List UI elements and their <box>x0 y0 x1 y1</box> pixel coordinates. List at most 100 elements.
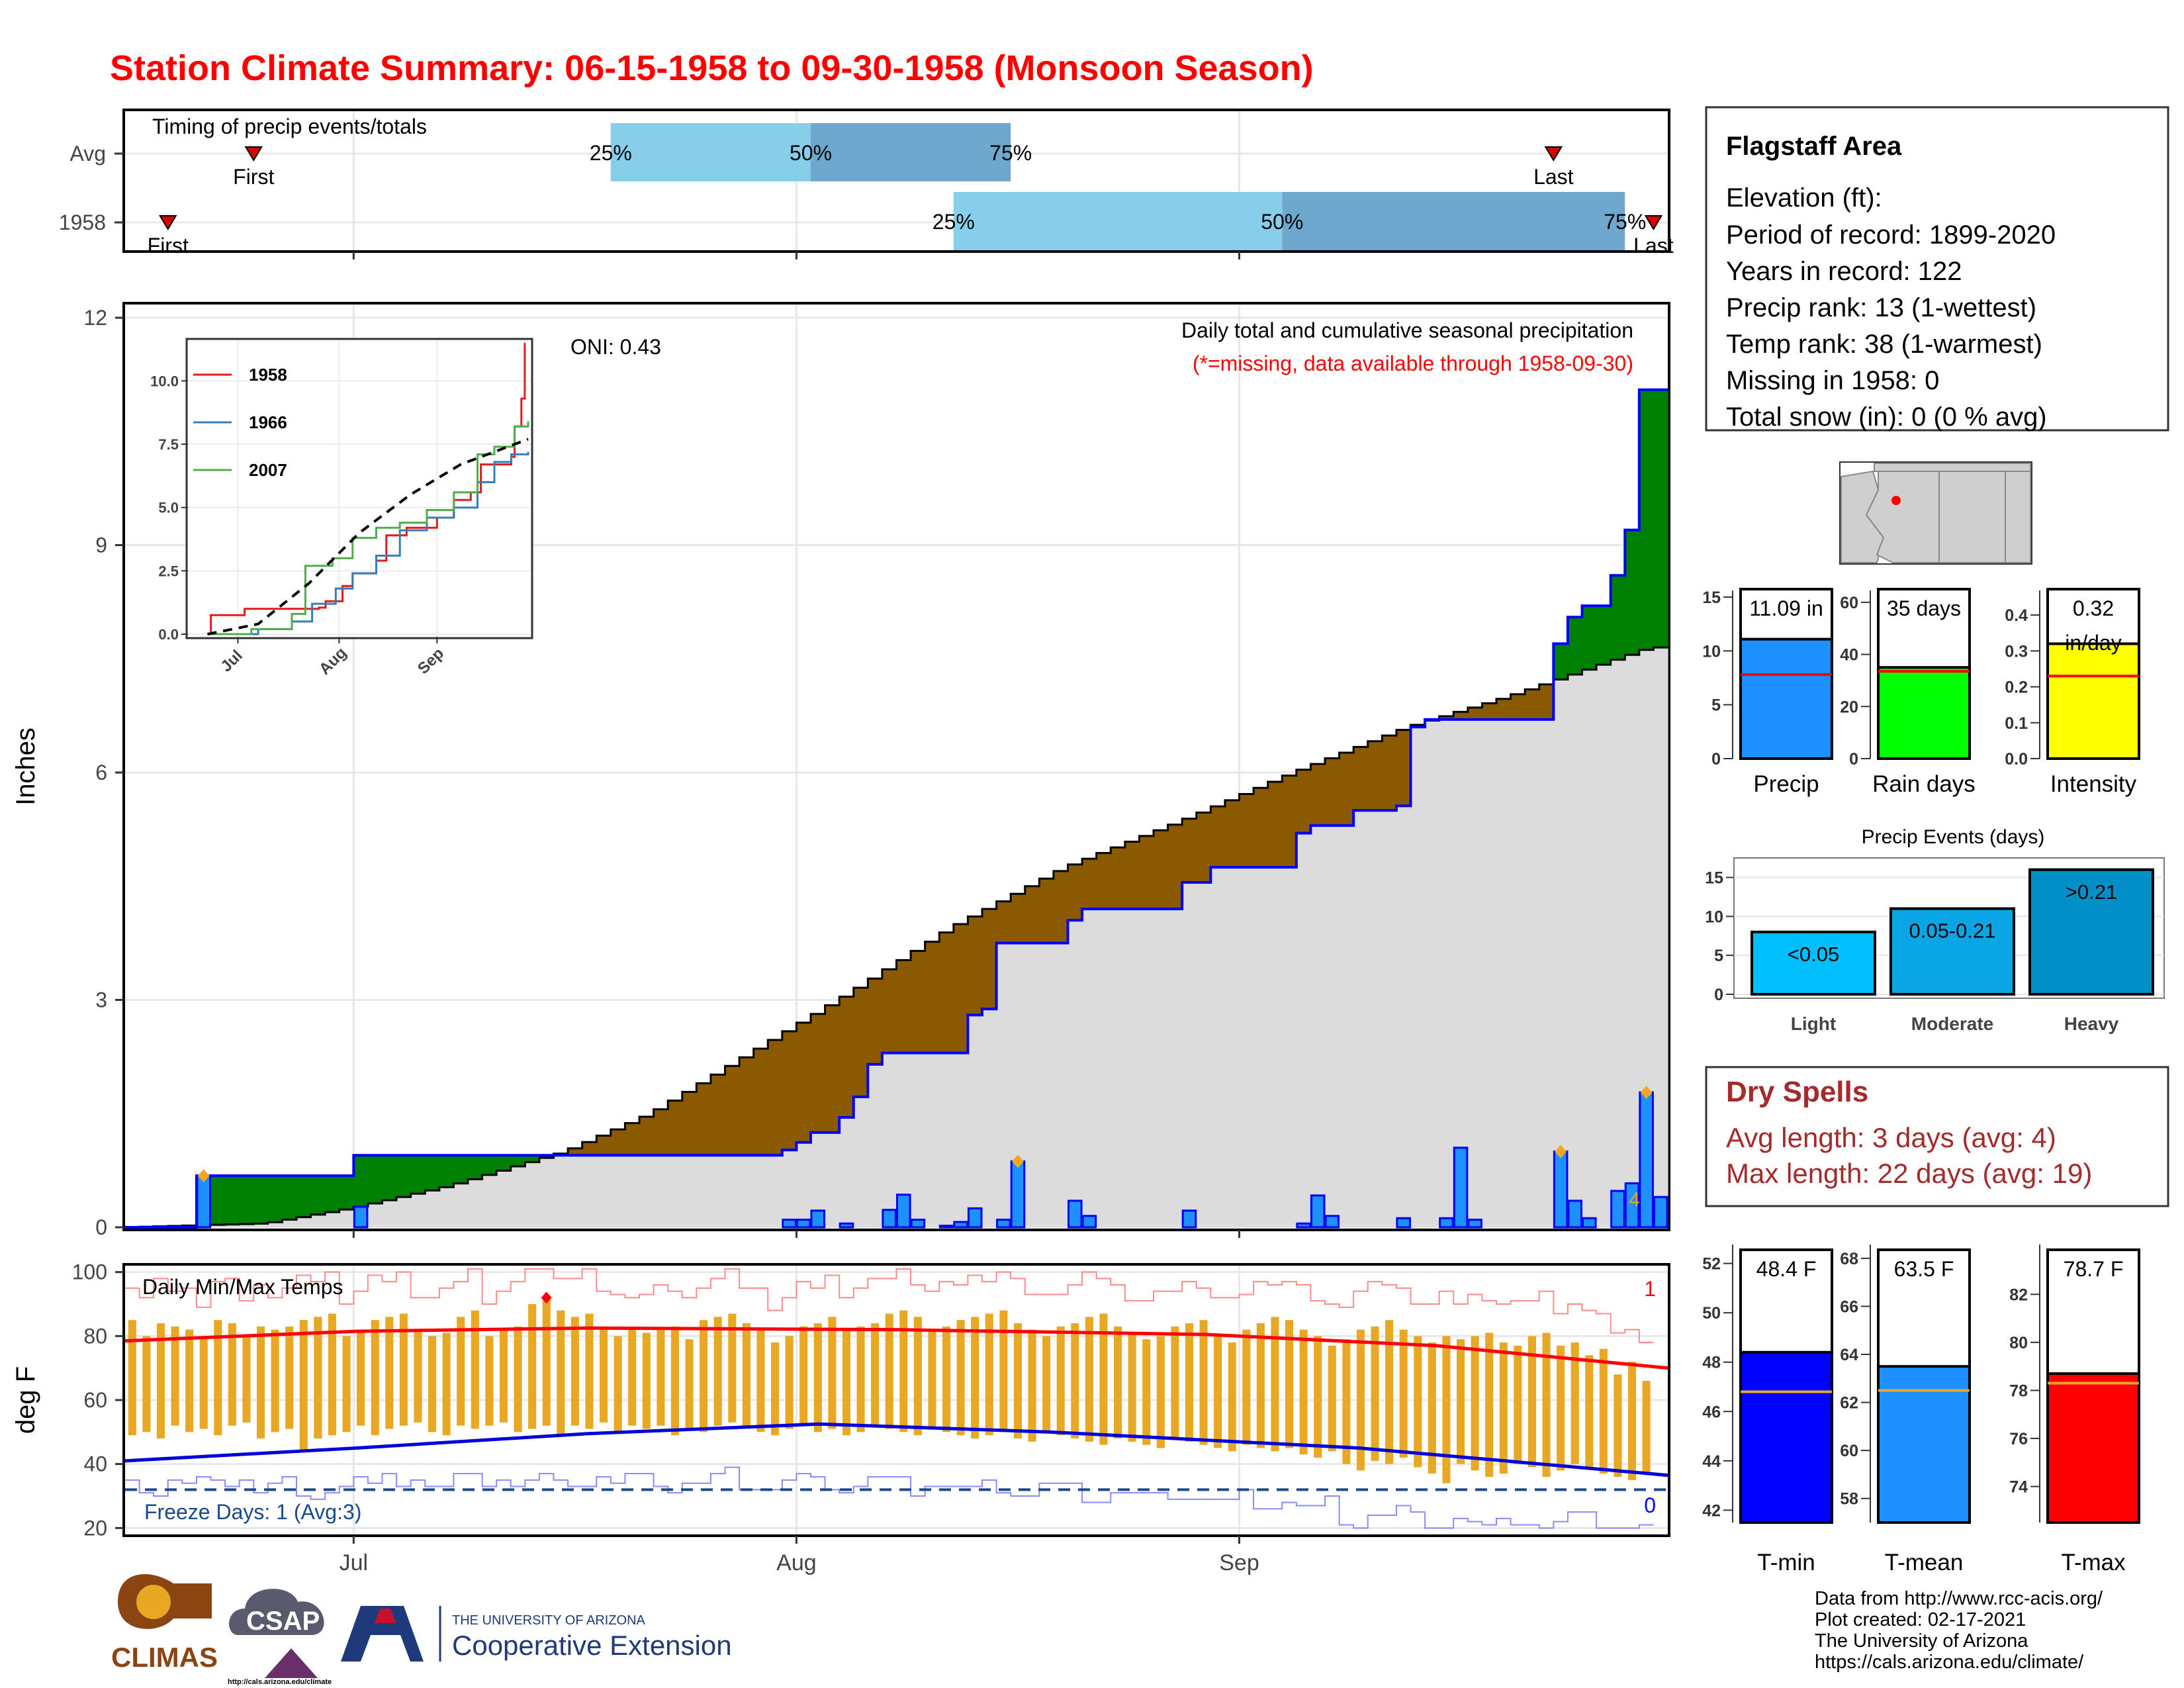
surplus-fill <box>425 1155 440 1191</box>
daily-precip-bar-20 <box>1396 1217 1412 1229</box>
page-title: Station Climate Summary: 06-15-1958 to 0… <box>110 48 1314 88</box>
temp-range-bar-61 <box>999 1310 1008 1432</box>
temp-y-tick-label-2: 60 <box>83 1388 107 1412</box>
surplus-fill <box>367 1155 383 1204</box>
temp-avg-y-tick-label-1-5: 68 <box>1840 1250 1858 1268</box>
daily-precip-bar-0 <box>196 1174 211 1229</box>
temp-range-bar-56 <box>928 1329 936 1429</box>
temp-range-bar-97 <box>1514 1345 1522 1464</box>
cumulative-normal-fill <box>768 1155 783 1227</box>
events-bar-1 <box>1889 907 2015 996</box>
precip-y-tick-label-1: 3 <box>95 988 107 1012</box>
totals-bar-2 <box>2046 642 2140 760</box>
temp-range-bar-101 <box>1570 1342 1579 1464</box>
cumulative-normal-fill <box>253 1223 269 1227</box>
info-precip-rank: Precip rank: 13 (1-wettest) <box>1726 293 2036 322</box>
cumulative-normal-fill <box>1024 943 1040 1227</box>
deficit-fill <box>682 1092 697 1156</box>
deficit-fill <box>582 1142 597 1156</box>
temp-range-bar-74 <box>1185 1323 1194 1442</box>
temp-range-bar-40 <box>700 1320 708 1432</box>
cumulative-normal-fill <box>525 1162 540 1227</box>
totals-bar-0 <box>1739 637 1833 760</box>
deficit-fill <box>1068 864 1083 921</box>
deficit-fill <box>925 941 940 1053</box>
date-axis-label-0: Jul <box>340 1550 368 1575</box>
cumulative-normal-fill <box>596 1155 612 1227</box>
temp-range-bar-68 <box>1099 1313 1108 1445</box>
temp-range-bar-52 <box>871 1323 880 1426</box>
temp-range-bar-45 <box>770 1342 780 1436</box>
timing-row-name-1: 1958 <box>59 211 106 234</box>
cumulative-normal-fill <box>1111 909 1126 1227</box>
oni-value: ONI: 0.43 <box>570 335 661 359</box>
temp-range-bar-83 <box>1314 1336 1322 1458</box>
temp-range-bar-81 <box>1285 1320 1294 1448</box>
cumulative-normal-fill <box>310 1214 326 1227</box>
deficit-fill <box>1396 729 1412 806</box>
daily-precip-bar-9 <box>938 1225 954 1229</box>
temp-range-bar-44 <box>756 1329 765 1432</box>
deficit-fill <box>882 969 897 1053</box>
temp-range-bar-1 <box>142 1336 151 1432</box>
totals-category-label-2: Intensity <box>2050 771 2137 797</box>
temp-range-bar-42 <box>728 1313 737 1423</box>
deficit-fill <box>1096 853 1111 910</box>
csap-logo-cloud <box>229 1589 324 1635</box>
temp-range-bar-73 <box>1171 1326 1179 1438</box>
deficit-fill <box>1496 698 1512 720</box>
temp-range-bar-7 <box>228 1323 236 1426</box>
temp-range-bar-31 <box>570 1317 579 1426</box>
deficit-fill <box>896 960 911 1053</box>
deficit-fill <box>953 924 969 1053</box>
deficit-fill <box>1367 741 1383 811</box>
temp-range-bar-100 <box>1557 1345 1565 1471</box>
temp-avg-y-tick-label-1-1: 60 <box>1840 1442 1858 1460</box>
temp-avg-y-tick-label-1-2: 62 <box>1840 1394 1858 1413</box>
cumulative-normal-fill <box>225 1224 240 1227</box>
temp-avg-y-tick-label-0-5: 52 <box>1702 1255 1721 1274</box>
cumulative-normal-fill <box>796 1142 811 1227</box>
events-y-tick-label-2: 10 <box>1705 908 1723 926</box>
precip-missing-note: (*=missing, data available through 1958-… <box>1193 352 1633 375</box>
temp-avg-y-tick-label-2-0: 74 <box>2009 1478 2028 1497</box>
deficit-fill <box>1339 752 1354 826</box>
cumulative-normal-fill <box>1224 867 1240 1227</box>
cumulative-normal-fill <box>496 1170 512 1227</box>
events-category-label-1: Moderate <box>1911 1013 1993 1034</box>
dry-spells-max: Max length: 22 days (avg: 19) <box>1726 1158 2092 1189</box>
deficit-fill <box>725 1066 740 1156</box>
daily-precip-bar-25 <box>1567 1199 1583 1229</box>
record-day-marker-1 <box>1011 1154 1024 1168</box>
cumulative-normal-fill <box>1453 719 1469 1227</box>
temp-range-bar-84 <box>1328 1345 1336 1452</box>
cumulative-normal-fill <box>1639 649 1655 1227</box>
cumulative-normal-fill <box>1496 719 1512 1227</box>
cumulative-normal-fill <box>1382 810 1397 1227</box>
surplus-fill <box>339 1176 354 1210</box>
totals-y-tick-label-1-1: 20 <box>1840 698 1858 716</box>
inset-frame <box>185 338 533 639</box>
cumulative-normal-fill <box>510 1166 525 1227</box>
precip-y-tick-label-4: 12 <box>83 306 107 330</box>
temp-range-bar-64 <box>1042 1336 1051 1432</box>
deficit-fill <box>710 1074 726 1156</box>
cumulative-normal-fill <box>1439 719 1454 1227</box>
totals-y-tick-label-2-3: 0.3 <box>2005 642 2028 661</box>
daily-precip-bar-3 <box>796 1219 811 1229</box>
temp-range-bar-4 <box>185 1329 194 1432</box>
cumulative-normal-fill <box>1353 810 1369 1227</box>
deficit-fill <box>596 1135 612 1156</box>
temp-range-bar-5 <box>199 1339 208 1429</box>
surplus-fill <box>267 1176 283 1223</box>
events-y-tick-label-1: 5 <box>1714 947 1723 965</box>
locator-map <box>1839 461 2032 565</box>
cumulative-normal-fill <box>939 1053 954 1227</box>
temp-range-bar-85 <box>1342 1339 1351 1464</box>
cumulative-normal-fill <box>825 1132 840 1227</box>
temp-range-bar-67 <box>1085 1317 1093 1442</box>
timing-q50-label-1: 50% <box>1261 210 1303 234</box>
temp-range-bar-32 <box>585 1313 594 1429</box>
cumulative-normal-fill <box>668 1155 683 1227</box>
daily-precip-bar-7 <box>896 1194 911 1229</box>
